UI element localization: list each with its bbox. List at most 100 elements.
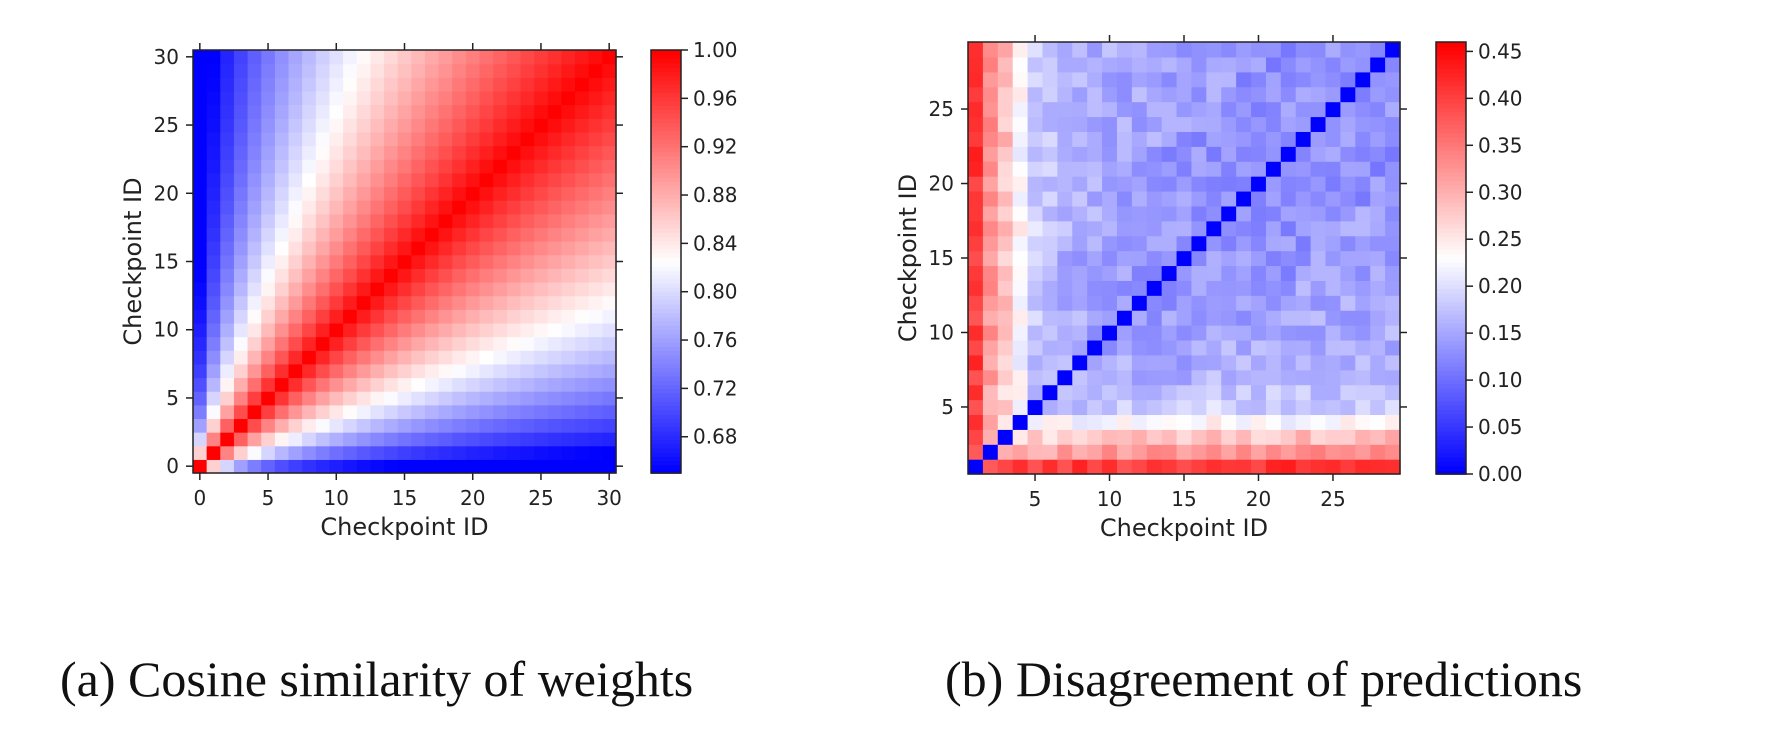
heatmap-a-cell bbox=[315, 322, 331, 338]
heatmap-a-cell bbox=[465, 295, 481, 310]
heatmap-b-cell bbox=[1087, 176, 1103, 192]
heatmap-a-cell bbox=[274, 104, 290, 119]
heatmap-b-cell bbox=[1072, 429, 1088, 445]
heatmap-a-cell bbox=[465, 363, 481, 379]
heatmap-b-cell bbox=[1116, 101, 1133, 118]
colorbar-a-segment bbox=[651, 308, 681, 314]
heatmap-b-cell bbox=[1116, 295, 1133, 311]
heatmap-a-cell bbox=[520, 268, 535, 283]
heatmap-b-cell bbox=[1012, 459, 1029, 475]
heatmap-b-cell bbox=[1370, 444, 1386, 460]
colorbar-a-segment bbox=[651, 159, 681, 166]
heatmap-b-cell bbox=[1370, 414, 1386, 430]
heatmap-a-cell bbox=[220, 241, 235, 256]
heatmap-b-cell bbox=[1206, 250, 1222, 267]
heatmap-b-cell bbox=[1116, 429, 1133, 445]
heatmap-a-cell bbox=[534, 50, 549, 65]
heatmap-b-cell bbox=[1116, 325, 1133, 341]
heatmap-b-cell bbox=[1325, 190, 1342, 207]
heatmap-a-cell bbox=[438, 213, 453, 228]
heatmap-b-cell bbox=[1072, 414, 1088, 430]
heatmap-b-cell bbox=[1102, 235, 1118, 252]
heatmap-a-cell bbox=[534, 254, 549, 269]
heatmap-b-cell bbox=[1131, 354, 1148, 371]
heatmap-a-cell bbox=[547, 159, 563, 174]
heatmap-b-cell bbox=[1072, 459, 1088, 475]
heatmap-b-cell bbox=[1221, 280, 1237, 296]
heatmap-a-cell bbox=[452, 459, 467, 474]
heatmap-a-cell bbox=[288, 159, 303, 174]
heatmap-a-cell bbox=[438, 336, 453, 351]
heatmap-a-cell bbox=[411, 50, 426, 65]
heatmap-a-cell bbox=[424, 227, 440, 242]
heatmap-a-cell bbox=[534, 336, 549, 351]
heatmap-b-cell bbox=[1116, 384, 1133, 401]
heatmap-b-cell bbox=[1221, 325, 1237, 341]
colorbar-a-segment bbox=[651, 405, 681, 411]
heatmap-b-cell bbox=[1385, 131, 1401, 147]
heatmap-b-cell bbox=[1340, 220, 1356, 237]
heatmap-b-cell bbox=[1251, 354, 1267, 371]
heatmap-a-cell bbox=[220, 77, 235, 92]
heatmap-a-cell bbox=[315, 459, 331, 474]
heatmap-a-cell bbox=[397, 459, 412, 474]
heatmap-a-cell bbox=[193, 336, 208, 351]
heatmap-b-cell bbox=[1221, 86, 1237, 103]
colorbar-b-segment bbox=[1436, 344, 1466, 350]
heatmap-b-cell bbox=[1280, 146, 1297, 162]
heatmap-b-cell bbox=[1191, 339, 1207, 356]
heatmap-a-cell bbox=[465, 404, 481, 420]
heatmap-b-cell bbox=[1325, 339, 1342, 356]
heatmap-a-cell bbox=[479, 241, 494, 256]
heatmap-b-cell bbox=[1176, 235, 1193, 252]
heatmap-a-cell bbox=[588, 268, 603, 283]
heatmap-a-cell bbox=[506, 186, 522, 201]
heatmap-a-cell bbox=[261, 377, 276, 392]
heatmap-b-cell bbox=[1295, 339, 1312, 356]
heatmap-b-cell bbox=[1370, 131, 1386, 147]
heatmap-a-cell bbox=[561, 309, 576, 324]
heatmap-a-cell bbox=[602, 268, 617, 283]
colorbar-b-segment bbox=[1436, 245, 1466, 251]
heatmap-a-cell bbox=[424, 104, 440, 119]
heatmap-b-cell bbox=[997, 86, 1014, 103]
heatmap-b-cell bbox=[1146, 235, 1163, 252]
heatmap-b-cell bbox=[1176, 310, 1193, 326]
heatmap-a-cell bbox=[261, 172, 276, 188]
heatmap-a-cell bbox=[588, 404, 603, 420]
heatmap-b-cell bbox=[982, 71, 999, 88]
heatmap-a-cell bbox=[397, 350, 412, 365]
heatmap-a-cell bbox=[274, 213, 290, 228]
heatmap-a-cell bbox=[465, 254, 481, 269]
colorbar-b-segment bbox=[1436, 180, 1466, 186]
heatmap-a-cell bbox=[193, 159, 208, 174]
heatmap-b-cell bbox=[1370, 250, 1386, 267]
heatmap-a-cell bbox=[424, 391, 440, 406]
heatmap-b-cell bbox=[1221, 220, 1237, 237]
heatmap-a-cell bbox=[411, 391, 426, 406]
heatmap-b-cell bbox=[1012, 384, 1029, 401]
colorbar-a-segment bbox=[651, 291, 681, 297]
heatmap-a-cell bbox=[206, 159, 221, 174]
heatmap-b-cell bbox=[1042, 161, 1058, 177]
heatmap-b-cell bbox=[1116, 42, 1133, 58]
heatmap-b-cell bbox=[1295, 310, 1312, 326]
heatmap-a-cell bbox=[384, 241, 399, 256]
colorbar-b-segment bbox=[1436, 98, 1466, 104]
heatmap-a-cell bbox=[438, 241, 453, 256]
heatmap-a-cell bbox=[479, 200, 494, 215]
heatmap-a-cell bbox=[329, 200, 344, 215]
heatmap-b-cell bbox=[1057, 265, 1073, 281]
heatmap-a-cell bbox=[315, 159, 331, 174]
heatmap-a-cell bbox=[261, 418, 276, 433]
heatmap-b-cell bbox=[1206, 444, 1222, 460]
heatmap-b-cell bbox=[1221, 250, 1237, 267]
heatmap-a-cell bbox=[602, 418, 617, 433]
heatmap-a-cell bbox=[452, 227, 467, 242]
heatmap-b-cell bbox=[1102, 384, 1118, 401]
heatmap-b-cell bbox=[1057, 235, 1073, 252]
heatmap-a-cell bbox=[302, 200, 317, 215]
heatmap-a-cell bbox=[424, 118, 440, 133]
colorbar-a-segment bbox=[651, 434, 681, 440]
heatmap-b-cell bbox=[1310, 56, 1327, 73]
